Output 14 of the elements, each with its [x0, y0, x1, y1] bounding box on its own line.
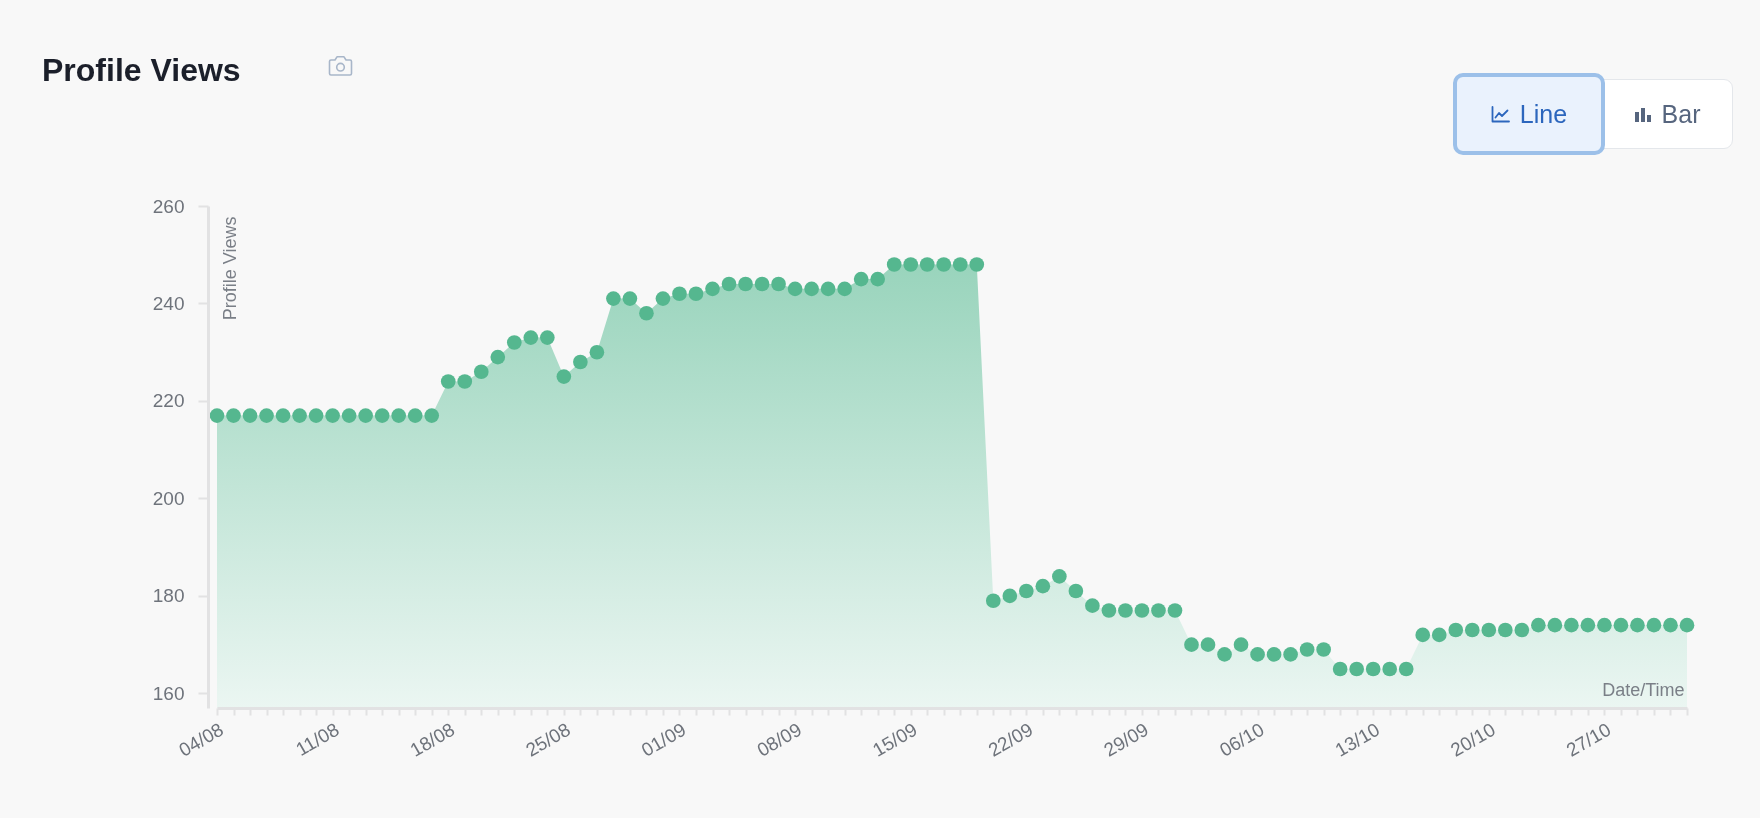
toggle-button[interactable]: Line: [1453, 73, 1605, 155]
x-axis-title: Date/Time: [1602, 679, 1685, 700]
x-tick-label: 06/10: [1215, 718, 1268, 761]
text: Profile Views: [219, 216, 240, 321]
y-tick-label: 160: [152, 682, 185, 704]
y-tick-label: 220: [152, 390, 185, 412]
x-tick-label: 08/09: [753, 718, 806, 761]
x-tick-label: 04/08: [175, 718, 227, 761]
y-axis-title: Profile Views: [42, 52, 241, 88]
y-tick-label: 260: [152, 195, 185, 217]
y-tick-label: 180: [152, 585, 185, 607]
y-tick-label: 200: [152, 487, 185, 509]
x-tick-label: 01/09: [637, 718, 690, 761]
y-tick-label: 240: [152, 292, 185, 314]
